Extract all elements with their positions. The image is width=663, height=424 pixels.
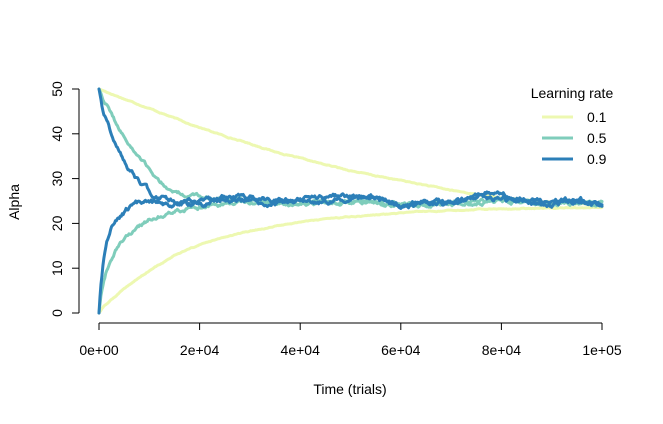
axes-layer: 0e+00 2e+04 4e+04 6e+04 8e+04 1e+05 0 10 20 30 40…: [49, 81, 622, 358]
legend-title: Learning rate: [531, 85, 614, 101]
x-tick-label: 2e+04: [180, 342, 220, 358]
x-axis-title: Time (trials): [313, 381, 386, 397]
x-tick-label: 8e+04: [482, 342, 522, 358]
legend-label-0-1: 0.1: [587, 109, 607, 125]
y-tick-label: 20: [49, 215, 65, 231]
legend: Learning rate 0.1 0.5 0.9: [531, 85, 614, 167]
legend-entries: 0.1 0.5 0.9: [542, 109, 607, 167]
y-tick-label: 0: [49, 309, 65, 317]
series-line-0-1-from-low: [97, 205, 604, 315]
series-line-0-9-from-low: [97, 192, 604, 315]
x-axis-ticks: 0e+00 2e+04 4e+04 6e+04 8e+04 1e+05: [79, 323, 622, 358]
y-axis-ticks: 0 10 20 30 40 50: [49, 81, 79, 317]
y-tick-label: 30: [49, 171, 65, 187]
y-tick-label: 40: [49, 126, 65, 142]
x-tick-label: 1e+05: [582, 342, 622, 358]
x-tick-label: 4e+04: [281, 342, 321, 358]
legend-label-0-5: 0.5: [587, 130, 607, 146]
x-tick-label: 6e+04: [381, 342, 421, 358]
y-tick-label: 10: [49, 260, 65, 276]
x-tick-label: 0e+00: [79, 342, 119, 358]
series-line-0-1-from-high: [97, 87, 604, 208]
series-line-0-5-from-high: [97, 87, 604, 209]
legend-label-0-9: 0.9: [587, 151, 607, 167]
series-layer: [97, 87, 604, 315]
y-tick-label: 50: [49, 81, 65, 97]
y-axis-title: Alpha: [6, 184, 22, 220]
